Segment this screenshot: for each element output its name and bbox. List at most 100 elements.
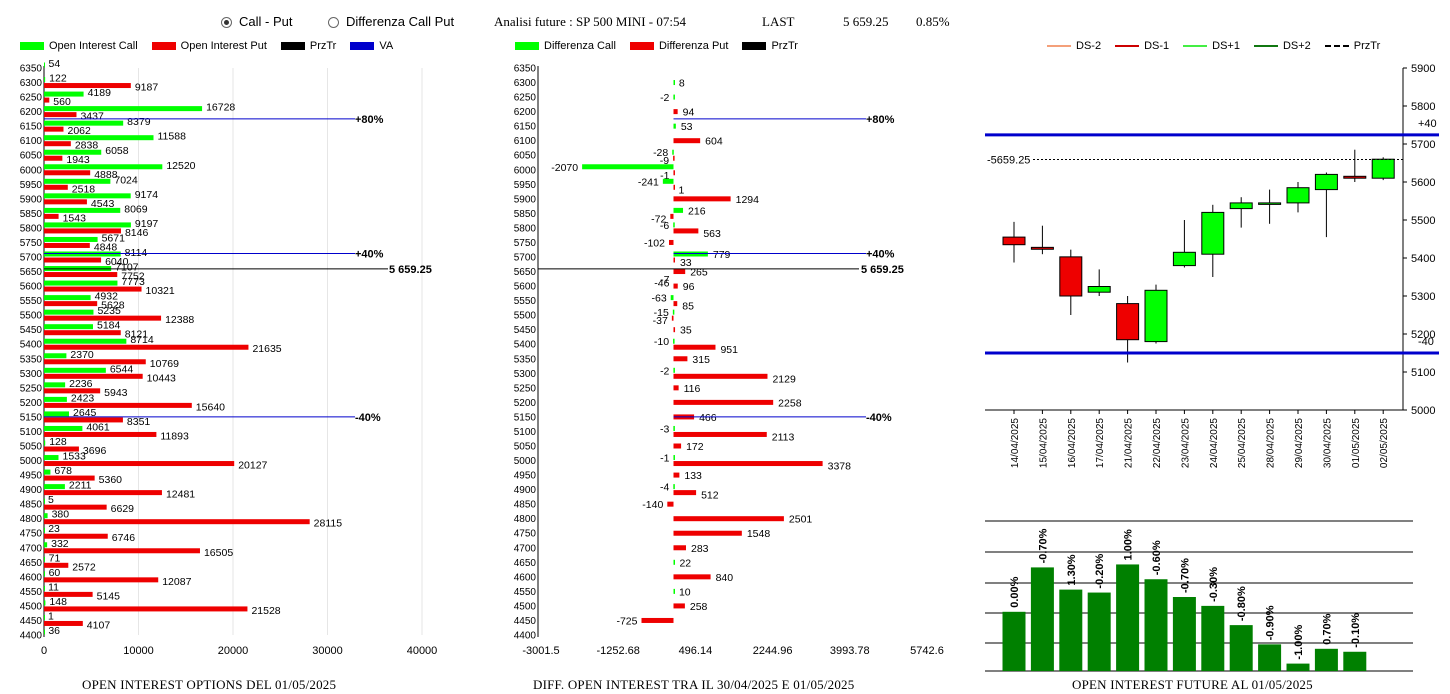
legend-oi-prztr: PrzTr: [309, 40, 337, 52]
put-oi-bar: [44, 548, 200, 554]
future-oi-bar: [1172, 597, 1196, 671]
call-oi-bar: [44, 614, 45, 620]
diff-call-label: 10: [679, 586, 691, 598]
future-oi-pct-label: -0.30%: [1208, 567, 1220, 602]
date-tick-label: 22/04/2025: [1152, 418, 1163, 468]
call-oi-label: 54: [49, 58, 61, 70]
diff-call-bar: [673, 222, 675, 228]
put-oi-label: 560: [53, 96, 71, 108]
strike-tick-label: 6300: [514, 78, 537, 89]
future-oi-pct-label: -0.70%: [1179, 558, 1191, 593]
diff-put-label: -72: [651, 213, 666, 225]
put-oi-label: 3437: [80, 111, 104, 123]
diff-call-label: -28: [653, 147, 668, 159]
band-upper-label: +40: [1418, 118, 1437, 130]
strike-tick-label: 6200: [20, 107, 43, 118]
future-oi-bar: [1116, 564, 1140, 671]
legend-prztr: PrzTr: [1353, 40, 1381, 52]
strike-tick-label: 5100: [514, 427, 537, 438]
strike-tick-label: 4550: [514, 587, 537, 598]
diff-put-label: 2258: [778, 397, 802, 409]
put-oi-label: 2518: [72, 183, 96, 195]
put-oi-bar: [44, 141, 71, 147]
diff-put-label: -102: [644, 237, 665, 249]
diff-call-put-radio[interactable]: [328, 17, 339, 28]
diff-put-label: 512: [701, 490, 719, 502]
diff-call-bar: [673, 588, 675, 594]
strike-tick-label: 4600: [514, 572, 537, 583]
future-oi-pct-label: -0.80%: [1236, 586, 1248, 621]
caption-future: OPEN INTEREST FUTURE AL 01/05/2025: [1072, 677, 1313, 692]
put-oi-bar: [44, 199, 87, 205]
future-oi-bar: [1258, 644, 1282, 671]
call-oi-bar: [44, 440, 46, 446]
candle-body: [1201, 211, 1225, 255]
strike-tick-label: 4650: [514, 558, 537, 569]
strike-tick-label: 4700: [514, 543, 537, 554]
call-oi-bar: [44, 498, 45, 504]
prztr-label: 5 659.25: [389, 264, 432, 276]
call-oi-label: 23: [48, 523, 60, 535]
diff-call-bar: [662, 178, 674, 184]
strike-tick-label: 4500: [20, 601, 43, 612]
caption-oi: OPEN INTEREST OPTIONS DEL 01/05/2025: [82, 677, 337, 692]
diff-extra-label: -7: [660, 274, 669, 286]
strike-tick-label: 5350: [514, 354, 537, 365]
put-oi-label: 5943: [104, 387, 128, 399]
put-oi-label: 10321: [146, 285, 175, 297]
call-oi-bar: [44, 178, 111, 184]
strike-tick-label: 6000: [514, 165, 537, 176]
diff-put-bar: [673, 257, 675, 263]
call-oi-label: 8714: [130, 334, 154, 346]
put-oi-label: 5628: [101, 300, 125, 312]
date-tick-label: 28/04/2025: [1266, 418, 1277, 468]
call-put-label: Call - Put: [239, 14, 293, 29]
candle-body: [1314, 173, 1338, 191]
diff-call-put-label: Differenza Call Put: [346, 14, 455, 29]
diff-put-label: 2129: [772, 373, 796, 385]
strike-tick-label: 6300: [20, 78, 43, 89]
call-oi-bar: [44, 455, 59, 461]
diff-put-label: 604: [705, 136, 723, 148]
call-oi-label: 11: [48, 581, 59, 593]
strike-tick-label: 5600: [514, 282, 537, 293]
call-oi-bar: [44, 280, 118, 286]
future-oi-bar: [1343, 651, 1367, 671]
call-oi-bar: [44, 585, 45, 591]
last-label: LAST: [762, 14, 795, 29]
put-oi-label: 1943: [66, 154, 90, 166]
call-put-radio[interactable]: [221, 17, 232, 28]
strike-tick-label: 4950: [20, 471, 43, 482]
x-tick-label: 496.14: [679, 645, 713, 657]
diff-put-bar: [673, 431, 767, 437]
put-oi-label: 4543: [91, 198, 115, 210]
put-oi-bar: [44, 373, 143, 379]
strike-tick-label: 4500: [514, 601, 537, 612]
diff-put-label: -9: [660, 155, 669, 167]
prztr-label: -5659.25: [987, 154, 1030, 166]
y-tick-label: 5200: [1411, 329, 1435, 341]
strike-tick-label: 5750: [20, 238, 43, 249]
strike-tick-label: 4450: [514, 616, 537, 627]
future-oi-pct-label: -0.90%: [1265, 605, 1277, 640]
put-oi-label: 8351: [127, 416, 151, 428]
diff-put-bar: [668, 239, 674, 245]
diff-put-label: 35: [680, 325, 692, 337]
diff-put-label: 3378: [828, 461, 852, 473]
diff-put-label: 563: [703, 228, 721, 240]
strike-tick-label: 5700: [20, 253, 43, 264]
call-oi-label: 2645: [73, 407, 97, 419]
call-oi-label: 6544: [110, 363, 134, 375]
date-tick-label: 23/04/2025: [1180, 418, 1191, 468]
diff-put-bar: [673, 228, 699, 234]
strike-tick-label: 4800: [20, 514, 43, 525]
put-oi-label: 9187: [135, 82, 159, 94]
va-level-label: -40%: [866, 412, 892, 424]
call-oi-label: 16728: [206, 102, 235, 114]
diff-call-label: -10: [654, 336, 669, 348]
diff-put-label: 116: [684, 383, 701, 395]
strike-tick-label: 4650: [20, 558, 43, 569]
legend-diff-put: Differenza Put: [658, 40, 729, 52]
date-tick-label: 29/04/2025: [1294, 418, 1305, 468]
future-oi-pct-label: 0.70%: [1321, 613, 1333, 644]
